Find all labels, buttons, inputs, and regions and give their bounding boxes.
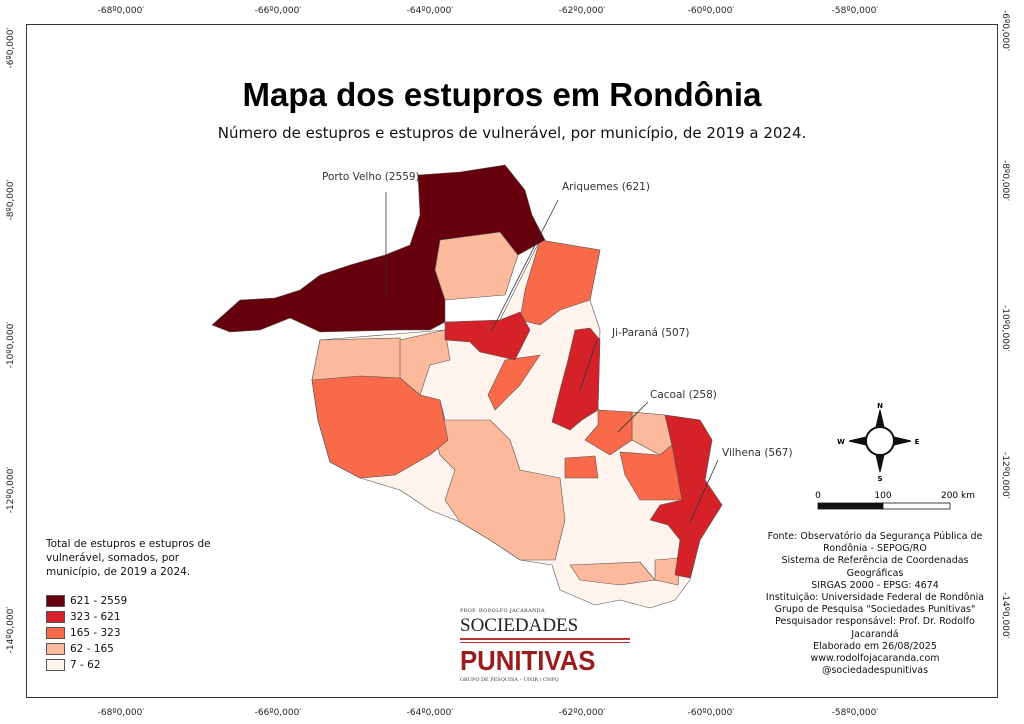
legend: Total de estupros e estupros de vulneráv… — [46, 537, 216, 673]
credit-line: Elaborado em 26/08/2025 — [813, 640, 937, 652]
legend-label: 323 - 621 — [70, 611, 121, 623]
logo-line: PUNITIVAS — [460, 645, 596, 676]
map-subtitle: Número de estupros e estupros de vulnerá… — [217, 124, 807, 142]
municipality-165-323 — [519, 239, 601, 326]
credits: Fonte: Observatório da Segurança Pública… — [755, 531, 995, 677]
lon-label: -58º0,000′ — [831, 708, 879, 718]
municipality-165-323 — [311, 375, 449, 479]
credit-line: www.rodolfojacaranda.com — [810, 653, 940, 665]
compass-n: N — [877, 402, 883, 410]
credit-line: Fonte: Observatório da Segurança Pública… — [767, 531, 983, 542]
credit-line: Grupo de Pesquisa "Sociedades Punitivas" — [774, 604, 976, 616]
scale-100: 100 — [874, 491, 891, 501]
municipality-62-165 — [569, 561, 656, 586]
legend-swatch — [46, 643, 65, 655]
lon-label: -60º0,000′ — [687, 708, 735, 718]
lon-label: -64º0,000′ — [406, 708, 454, 718]
credit-line: Sistema de Referência de Coordenadas Geo… — [781, 555, 969, 579]
label-porto-velho: Porto Velho (2559) — [322, 171, 420, 183]
lon-label: -62º0,000′ — [558, 6, 606, 16]
compass-w: W — [837, 438, 845, 446]
municipality-porto-velho — [211, 164, 546, 333]
compass-s: S — [877, 475, 882, 483]
scale-bar — [817, 502, 951, 510]
label-ariquemes: Ariquemes (621) — [562, 181, 650, 193]
label-cacoal: Cacoal (258) — [650, 389, 717, 401]
legend-swatch — [46, 611, 65, 623]
lon-label: -66º0,000′ — [254, 708, 302, 718]
legend-item: 62 - 165 — [46, 641, 216, 657]
sociedades-punitivas-logo: PROF. RODOLFO JACARANDÁ SOCIEDADES PUNIT… — [460, 608, 630, 684]
municipality-165-323 — [584, 409, 633, 456]
lon-label: -62º0,000′ — [558, 708, 606, 718]
scale-0: 0 — [815, 491, 821, 501]
legend-swatch — [46, 595, 65, 607]
credit-line: @sociedadespunitivas — [821, 665, 929, 677]
lon-label: -68º0,000′ — [97, 708, 145, 718]
logo-line: PROF. RODOLFO JACARANDÁ — [460, 608, 545, 614]
legend-item: 165 - 323 — [46, 625, 216, 641]
legend-item: 7 - 62 — [46, 657, 216, 673]
municipality-ji-parana — [551, 327, 601, 431]
municipality-62-165 — [429, 419, 566, 561]
map-title: Mapa dos estupros em Rondônia — [242, 76, 762, 113]
legend-title: Total de estupros e estupros de vulneráv… — [46, 538, 211, 578]
legend-swatch — [46, 659, 65, 671]
lon-label: -68º0,000′ — [97, 6, 145, 16]
credit-line: Rondônia - SEPOG/RO — [823, 543, 927, 555]
lon-label: -66º0,000′ — [254, 6, 302, 16]
logo-line: SOCIEDADES — [460, 615, 579, 636]
lon-label: -58º0,000′ — [831, 6, 879, 16]
municipality-165-323 — [564, 455, 599, 479]
compass-e: E — [915, 438, 920, 446]
credit-line: SIRGAS 2000 - EPSG: 4674 — [811, 579, 939, 591]
credit-line: Instituição: Universidade Federal de Ron… — [765, 592, 985, 604]
municipality-165-323 — [487, 354, 541, 411]
scale-200: 200 km — [941, 491, 975, 501]
legend-label: 62 - 165 — [70, 643, 114, 655]
credit-line: Pesquisador responsável: Prof. Dr. Rodol… — [775, 616, 975, 640]
municipality-62-165 — [434, 231, 519, 301]
legend-swatch — [46, 627, 65, 639]
lon-label: -64º0,000′ — [406, 6, 454, 16]
logo-line: GRUPO DE PESQUISA – UNIR / CNPQ — [460, 677, 559, 683]
legend-label: 621 - 2559 — [70, 595, 128, 607]
compass-rose-icon — [848, 409, 912, 473]
municipality-vilhena — [649, 414, 723, 579]
lon-label: -60º0,000′ — [687, 6, 735, 16]
municipality-ariquemes — [444, 311, 531, 361]
legend-item: 621 - 2559 — [46, 593, 216, 609]
legend-label: 7 - 62 — [70, 659, 101, 671]
label-ji-parana: Ji-Paraná (507) — [612, 327, 690, 339]
label-vilhena: Vilhena (567) — [722, 447, 793, 459]
map-frame — [26, 24, 998, 698]
municipality-62-165 — [654, 557, 681, 586]
legend-label: 165 - 323 — [70, 627, 121, 639]
legend-item: 323 - 621 — [46, 609, 216, 625]
